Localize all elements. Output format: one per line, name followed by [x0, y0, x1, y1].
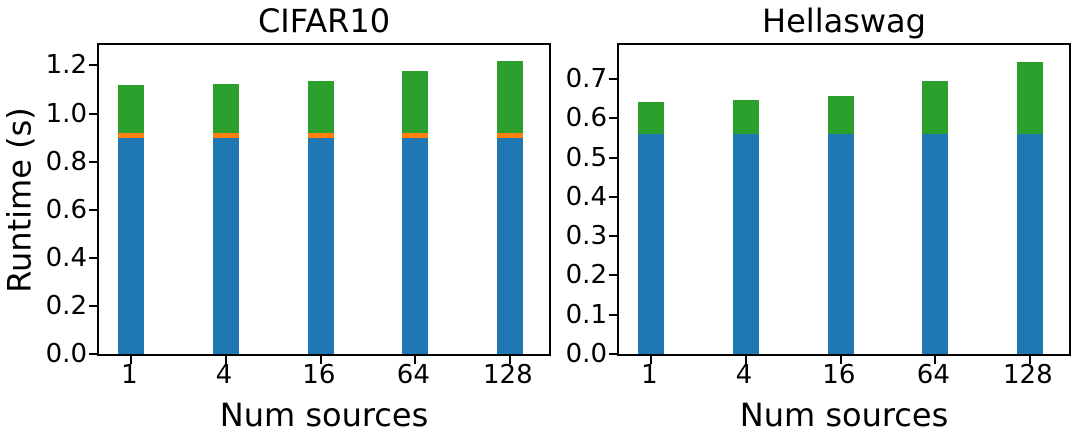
x-tick-label: 64: [916, 360, 950, 390]
y-tick: [89, 304, 99, 307]
bar-green-segment: [118, 84, 145, 133]
y-tick-label: 0.7: [565, 64, 607, 95]
x-tick-label: 1: [641, 360, 658, 390]
x-tick: [224, 356, 227, 364]
x-tick-label: 128: [1003, 360, 1053, 390]
chart-cifar10: CIFAR10 0.0 0.2 0.4 0.6 0.8 1.0 1.2 Num source…: [46, 0, 551, 444]
bar-blue-segment: [212, 137, 239, 354]
y-axis-label: Runtime (s): [1, 106, 39, 293]
chart-hellaswag: Hellaswag 0.0 0.1 0.2 0.3 0.4 0.5 0.6 0.7 Num s…: [566, 0, 1071, 444]
y-tick-label: 1.2: [45, 50, 87, 81]
y-tick: [609, 117, 619, 120]
bar-blue-segment: [118, 137, 145, 354]
x-tick: [839, 356, 842, 364]
y-tick-label: 0.0: [45, 339, 87, 369]
y-tick-label: 0.4: [45, 242, 87, 273]
y-tick-label: 0.2: [565, 260, 607, 291]
x-tick: [934, 356, 937, 364]
bar-green-segment: [1016, 61, 1043, 135]
y-tick-label: 0.2: [45, 290, 87, 321]
x-tick-label: 128: [483, 360, 533, 390]
x-axis-label: Num sources: [739, 396, 949, 434]
y-tick: [609, 353, 619, 355]
y-tick: [609, 78, 619, 81]
y-tick: [609, 235, 619, 238]
bar-green-segment: [638, 101, 665, 135]
plot-area: 0.0 0.2 0.4 0.6 0.8 1.0 1.2: [46, 43, 551, 369]
y-tick-label: 0.6: [565, 103, 607, 134]
bar-orange-segment: [212, 132, 239, 138]
x-tick: [508, 356, 511, 364]
y-tick-label: 0.1: [565, 299, 607, 330]
y-tick-label: 0.3: [565, 221, 607, 252]
y-tick: [89, 112, 99, 115]
bar-blue-segment: [827, 134, 854, 354]
x-tick-label: 64: [396, 360, 430, 390]
y-tick-label: 0.0: [565, 339, 607, 369]
y-tick-label: 0.6: [45, 194, 87, 225]
y-tick: [89, 353, 99, 355]
y-tick-label: 0.4: [565, 181, 607, 212]
y-tick: [89, 160, 99, 163]
x-axis-label: Num sources: [219, 396, 429, 434]
bar-green-segment: [212, 83, 239, 133]
bar-orange-segment: [402, 132, 429, 138]
y-tick: [89, 64, 99, 67]
bar-green-segment: [402, 71, 429, 133]
bar-blue-segment: [402, 137, 429, 354]
bar-blue-segment: [922, 134, 949, 354]
bar-green-segment: [496, 60, 523, 133]
x-tick: [744, 356, 747, 364]
x-tick-label: 16: [822, 360, 856, 390]
bar-orange-segment: [307, 132, 334, 138]
plot-area: 0.0 0.1 0.2 0.3 0.4 0.5 0.6 0.7: [566, 43, 1071, 369]
x-tick: [414, 356, 417, 364]
bar-green-segment: [307, 81, 334, 133]
y-tick: [609, 274, 619, 277]
y-tick-label: 0.8: [45, 146, 87, 177]
x-tick-label: 1: [121, 360, 138, 390]
bar-blue-segment: [732, 134, 759, 354]
x-tick: [319, 356, 322, 364]
y-tick-label: 1.0: [45, 98, 87, 129]
x-tick-label: 16: [302, 360, 336, 390]
x-tick: [130, 356, 133, 364]
chart-title: CIFAR10: [257, 2, 391, 40]
bar-orange-segment: [496, 132, 523, 138]
bar-orange-segment: [118, 132, 145, 138]
y-tick: [609, 313, 619, 316]
bar-blue-segment: [1016, 134, 1043, 354]
bar-green-segment: [827, 95, 854, 135]
x-tick: [650, 356, 653, 364]
bar-blue-segment: [307, 137, 334, 354]
y-axis-label-wrap: Runtime (s): [0, 43, 40, 356]
y-tick: [609, 156, 619, 159]
bar-blue-segment: [496, 137, 523, 354]
x-tick: [1028, 356, 1031, 364]
x-tick-label: 4: [215, 360, 233, 390]
y-tick: [89, 208, 99, 211]
y-tick-label: 0.5: [565, 142, 607, 173]
bar-blue-segment: [638, 134, 665, 354]
y-tick: [609, 195, 619, 198]
x-tick-label: 4: [735, 360, 753, 390]
y-tick: [89, 256, 99, 259]
chart-title: Hellaswag: [762, 2, 926, 40]
bar-green-segment: [922, 81, 949, 135]
bar-green-segment: [732, 99, 759, 135]
